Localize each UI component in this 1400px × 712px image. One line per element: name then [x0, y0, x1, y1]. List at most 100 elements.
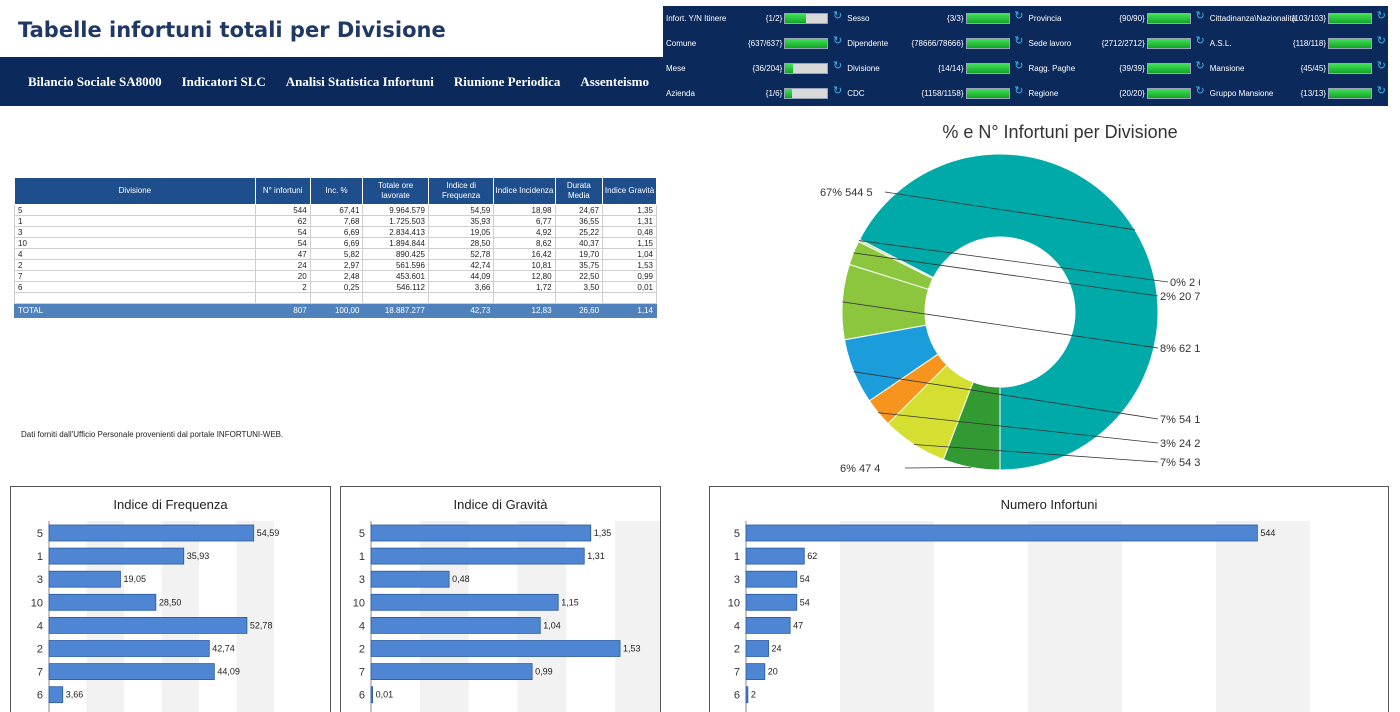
filter-count: {3/3}: [947, 14, 964, 23]
bar-division-1[interactable]: [370, 547, 585, 565]
bar-division-2[interactable]: [48, 640, 210, 657]
bar-division-5[interactable]: [370, 524, 592, 542]
refresh-icon[interactable]: ↻: [833, 10, 843, 22]
filter-4[interactable]: Comune {637/637} ↻: [663, 31, 844, 56]
filter-5[interactable]: Dipendente {78666/78666} ↻: [844, 31, 1025, 56]
bar-division-5[interactable]: [48, 524, 255, 542]
donut-slice-division-5[interactable]: [858, 153, 1159, 471]
category-label: 6: [359, 690, 365, 702]
category-label: 2: [359, 644, 365, 656]
filter-12[interactable]: Azienda {1/6} ↻: [663, 81, 844, 106]
nav-analisi-statistica[interactable]: Analisi Statistica Infortuni: [285, 73, 434, 89]
refresh-icon[interactable]: ↻: [1014, 60, 1024, 72]
bar-division-10[interactable]: [48, 593, 157, 611]
bar-division-3[interactable]: [745, 570, 798, 588]
bar-division-4[interactable]: [370, 616, 541, 634]
table-cell: 8,62: [493, 237, 556, 249]
filter-6[interactable]: Sede lavoro {2712/2712} ↻: [1026, 31, 1207, 56]
table-row: 2 24 2,97 561.596 42,74 10,81 35,75 1,53: [14, 259, 657, 271]
table-cell: 24: [254, 259, 311, 271]
bar-division-3[interactable]: [370, 570, 450, 588]
column-header[interactable]: Durata Media: [554, 177, 604, 205]
category-label: 2: [37, 644, 43, 656]
filter-10[interactable]: Ragg. Paghe {39/39} ↻: [1026, 56, 1207, 81]
refresh-icon[interactable]: ↻: [1195, 35, 1205, 47]
table-row: 6 2 0,25 546.112 3,66 1,72 3,50 0,01: [14, 281, 657, 293]
refresh-icon[interactable]: ↻: [1195, 60, 1205, 72]
table-cell: 1,04: [602, 248, 657, 260]
nav-riunione-periodica[interactable]: Riunione Periodica: [453, 73, 561, 89]
refresh-icon[interactable]: ↻: [1195, 85, 1205, 97]
refresh-icon[interactable]: ↻: [833, 85, 843, 97]
table-cell: [309, 292, 364, 304]
bar-value-label: 28,50: [159, 597, 182, 607]
category-label: 5: [734, 528, 740, 540]
refresh-icon[interactable]: ↻: [1195, 10, 1205, 22]
table-cell: 3,66: [427, 281, 495, 293]
refresh-icon[interactable]: ↻: [1376, 85, 1386, 97]
column-header[interactable]: Inc. %: [309, 177, 364, 205]
column-header[interactable]: Indice Gravità: [602, 177, 657, 205]
bar-value-label: 20: [768, 667, 778, 677]
donut-leader-line: [878, 412, 1159, 444]
filter-7[interactable]: A.S.L. {118/118} ↻: [1207, 31, 1388, 56]
table-row: 7 20 2,48 453.601 44,09 12,80 22,50 0,99: [14, 270, 657, 282]
gridline-band: [236, 521, 274, 712]
column-header[interactable]: Indice Incidenza: [493, 177, 556, 205]
bar-value-label: 47: [793, 620, 803, 630]
bar-division-6[interactable]: [48, 686, 64, 704]
filter-14[interactable]: Regione {20/20} ↻: [1026, 81, 1207, 106]
bar-division-7[interactable]: [370, 663, 533, 681]
nav-bilancio-sociale[interactable]: Bilancio Sociale SA8000: [28, 73, 162, 89]
bar-value-label: 1,31: [587, 551, 605, 561]
filter-1[interactable]: Sesso {3/3} ↻: [844, 6, 1025, 31]
nav-indicatori-slc[interactable]: Indicatori SLC: [181, 73, 266, 89]
bar-division-10[interactable]: [745, 593, 798, 611]
filter-13[interactable]: CDC {1158/1158} ↻: [844, 81, 1025, 106]
filter-15[interactable]: Gruppo Mansione {13/13} ↻: [1207, 81, 1388, 106]
column-header[interactable]: Indice di Frequenza: [427, 177, 495, 205]
table-cell: 36,55: [554, 215, 604, 227]
division-cell: 7: [14, 270, 256, 282]
bar-division-2[interactable]: [745, 640, 769, 657]
bar-value-label: 42,74: [212, 644, 235, 654]
filter-3[interactable]: Cittadinanza\Nazionalità {103/103} ↻: [1207, 6, 1388, 31]
filter-selection-fill: [785, 39, 828, 48]
bar-division-5[interactable]: [745, 524, 1258, 542]
refresh-icon[interactable]: ↻: [1014, 35, 1024, 47]
bar-division-6[interactable]: [745, 686, 749, 704]
bar-division-1[interactable]: [745, 547, 805, 565]
bar-division-7[interactable]: [48, 663, 215, 681]
frequency-chart-title: Indice di Frequenza: [113, 497, 228, 512]
table-cell: 10,81: [493, 259, 556, 271]
column-header[interactable]: Totale ore lavorate: [362, 177, 429, 205]
bar-division-7[interactable]: [745, 663, 766, 681]
refresh-icon[interactable]: ↻: [1376, 10, 1386, 22]
bar-division-1[interactable]: [48, 547, 185, 565]
filter-11[interactable]: Mansione {45/45} ↻: [1207, 56, 1388, 81]
table-cell: 67,41: [309, 204, 364, 216]
filter-2[interactable]: Provincia {90/90} ↻: [1026, 6, 1207, 31]
refresh-icon[interactable]: ↻: [1014, 10, 1024, 22]
column-header[interactable]: Divisione: [14, 177, 256, 205]
nav-assenteismo[interactable]: Assenteismo: [580, 73, 649, 89]
refresh-icon[interactable]: ↻: [1376, 60, 1386, 72]
refresh-icon[interactable]: ↻: [1376, 35, 1386, 47]
refresh-icon[interactable]: ↻: [833, 60, 843, 72]
bar-division-4[interactable]: [48, 616, 248, 634]
filter-label: Comune: [666, 39, 697, 48]
column-header[interactable]: N° infortuni: [254, 177, 311, 205]
bar-division-2[interactable]: [370, 640, 621, 657]
filter-8[interactable]: Mese {36/204} ↻: [663, 56, 844, 81]
filter-0[interactable]: Infort. Y/N Itinere {1/2} ↻: [663, 6, 844, 31]
refresh-icon[interactable]: ↻: [1014, 85, 1024, 97]
bar-division-6[interactable]: [370, 686, 374, 704]
refresh-icon[interactable]: ↻: [833, 35, 843, 47]
filter-9[interactable]: Divisione {14/14} ↻: [844, 56, 1025, 81]
bar-division-3[interactable]: [48, 570, 121, 588]
category-label: 10: [728, 597, 740, 609]
count-chart-panel: Numero Infortuni 5 544 1 62 3 54 10 54 4 47 2 24 7 20…: [709, 486, 1389, 712]
bar-division-4[interactable]: [745, 616, 791, 634]
bar-division-10[interactable]: [370, 593, 559, 611]
table-cell: 35,93: [427, 215, 495, 227]
